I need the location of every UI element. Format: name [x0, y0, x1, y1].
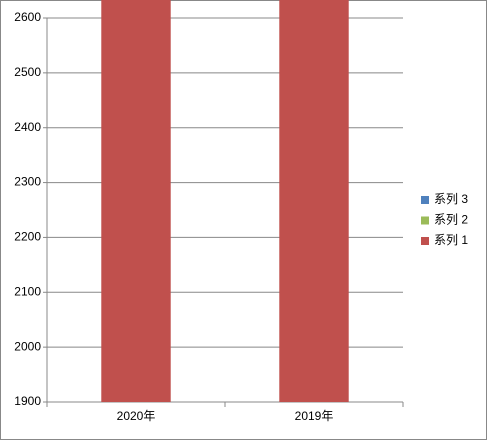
- y-tick-label: 1900: [14, 394, 41, 408]
- x-tick-label: 2019年: [295, 409, 334, 423]
- y-tick-label: 2000: [14, 339, 41, 353]
- y-tick-label: 2200: [14, 230, 41, 244]
- x-tick-label: 2020年: [117, 409, 156, 423]
- y-tick-label: 2600: [14, 10, 41, 24]
- legend-swatch: [421, 237, 429, 245]
- y-tick-label: 2300: [14, 175, 41, 189]
- legend-label: 系列 2: [434, 213, 468, 227]
- legend-swatch: [421, 216, 429, 225]
- y-tick-label: 2400: [14, 120, 41, 134]
- legend-label: 系列 1: [434, 233, 468, 247]
- y-tick-label: 2500: [14, 65, 41, 79]
- y-tick-label: 2100: [14, 284, 41, 298]
- bar-segment: [101, 0, 171, 402]
- legend-swatch: [421, 196, 429, 204]
- bar-segment: [279, 0, 349, 403]
- legend-label: 系列 3: [434, 192, 468, 206]
